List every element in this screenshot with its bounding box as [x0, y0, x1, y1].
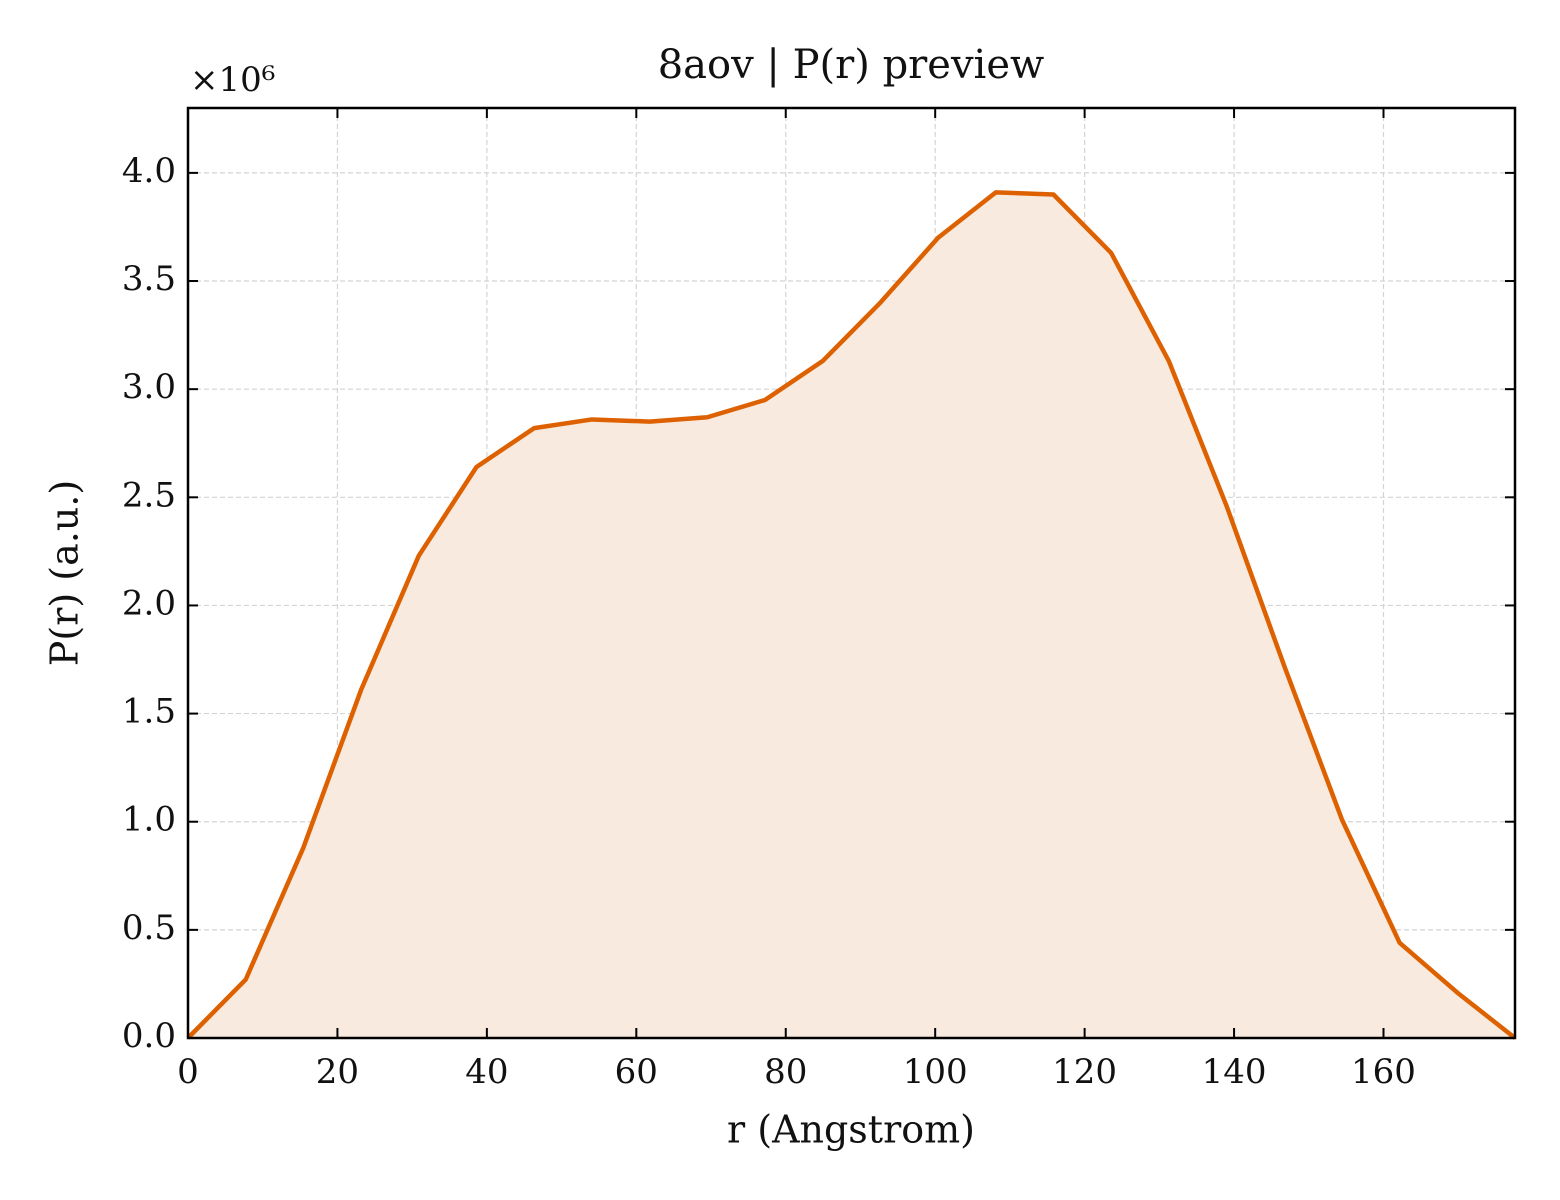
x-tick-label: 60 [615, 1052, 658, 1092]
line [186, 190, 1517, 1040]
y-tick-label: 1.0 [122, 800, 176, 840]
y-tick-label: 3.5 [122, 259, 176, 299]
y-tick-label: 0.0 [122, 1016, 176, 1056]
x-tick-label: 160 [1351, 1052, 1416, 1092]
chart-title: 8aov | P(r) preview [658, 42, 1045, 88]
x-tick-label: 100 [903, 1052, 968, 1092]
x-tick-label: 20 [316, 1052, 359, 1092]
area [188, 192, 1515, 1039]
y-offset-text: ×10⁶ [190, 60, 275, 100]
x-tick-label: 0 [177, 1052, 199, 1092]
y-tick-label: 2.5 [122, 475, 176, 515]
y-tick-label: 2.0 [122, 583, 176, 623]
y-axis-label: P(r) (a.u.) [43, 480, 87, 666]
y-tick-label: 0.5 [122, 908, 176, 948]
x-tick-label: 120 [1052, 1052, 1117, 1092]
y-tick-label: 1.5 [122, 692, 176, 732]
y-tick-label: 3.0 [122, 367, 176, 407]
y-tick-label: 4.0 [122, 151, 176, 191]
x-tick-label: 140 [1202, 1052, 1267, 1092]
x-axis-label: r (Angstrom) [727, 1108, 975, 1152]
x-tick-label: 80 [764, 1052, 807, 1092]
x-tick-label: 40 [465, 1052, 508, 1092]
plot-frame [186, 106, 1517, 1040]
